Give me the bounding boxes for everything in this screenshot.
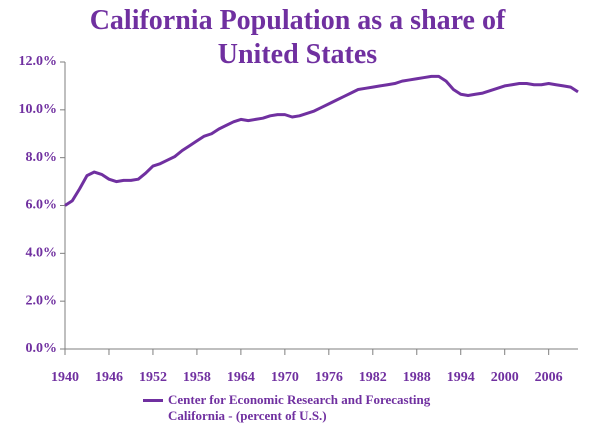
x-tick-label: 1946 xyxy=(95,370,123,385)
x-tick-label: 1958 xyxy=(183,370,211,385)
x-tick-label: 1994 xyxy=(447,370,475,385)
y-tick-label: 0.0% xyxy=(26,341,58,356)
x-tick-label: 2006 xyxy=(535,370,563,385)
x-tick-label: 1970 xyxy=(271,370,299,385)
legend-swatch xyxy=(143,399,163,402)
y-tick-label: 10.0% xyxy=(19,102,58,117)
x-tick-label: 1982 xyxy=(359,370,387,385)
y-tick-label: 8.0% xyxy=(26,150,58,165)
y-tick-label: 4.0% xyxy=(26,246,58,261)
x-tick-label: 1952 xyxy=(139,370,167,385)
y-tick-label: 2.0% xyxy=(26,293,58,308)
title-box: California Population as a share of Unit… xyxy=(0,4,595,72)
x-tick-label: 2000 xyxy=(491,370,519,385)
x-tick-label: 1964 xyxy=(227,370,255,385)
legend: Center for Economic Research and Forecas… xyxy=(143,392,468,424)
y-tick-label: 12.0% xyxy=(19,54,58,69)
x-tick-label: 1988 xyxy=(403,370,431,385)
chart-title: California Population as a share of Unit… xyxy=(89,5,506,70)
line-series xyxy=(64,74,579,207)
y-tick-label: 6.0% xyxy=(26,198,58,213)
x-tick-label: 1976 xyxy=(315,370,343,385)
legend-label: Center for Economic Research and Forecas… xyxy=(168,392,431,423)
x-tick-label: 1940 xyxy=(51,370,79,385)
